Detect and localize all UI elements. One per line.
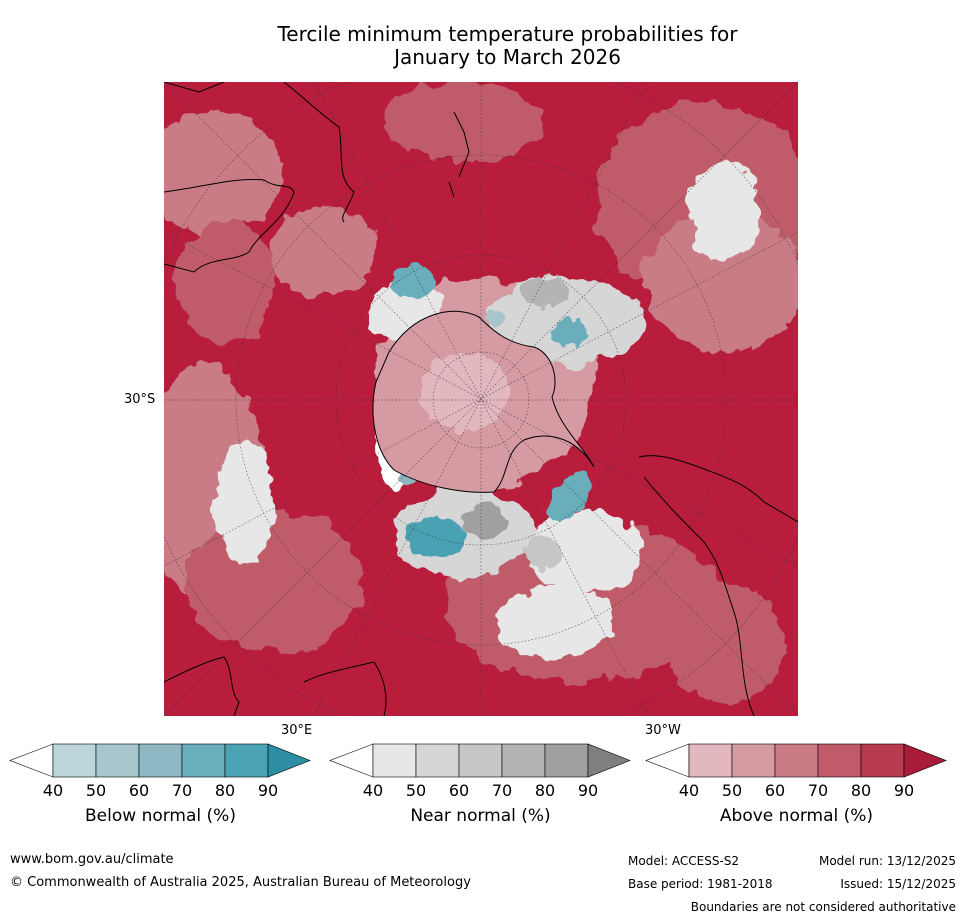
colorbar-low-extension: [645, 743, 690, 778]
colorbar-above-normal: 40 50 60 70 80 90 Above normal (%): [644, 742, 949, 852]
base-period: Base period: 1981-2018: [628, 877, 773, 891]
colorbar-tick: 70: [807, 781, 829, 800]
colorbar-tick: 90: [257, 781, 279, 800]
boundaries-disclaimer: Boundaries are not considered authoritat…: [690, 900, 956, 914]
colorbar-near-normal-graphic: [329, 743, 631, 778]
graticule: [164, 82, 798, 716]
colorbar-block: [731, 743, 776, 778]
colorbar-low-extension: [329, 743, 374, 778]
colorbar-tick: 40: [362, 781, 384, 800]
colorbar-tick: 80: [850, 781, 872, 800]
longitude-label-30e: 30°E: [281, 723, 313, 738]
copyright-notice: © Commonwealth of Australia 2025, Austra…: [10, 875, 471, 890]
colorbar-high-extension: [267, 743, 311, 778]
colorbar-near-normal: 40 50 60 70 80 90 Near normal (%): [328, 742, 633, 852]
colorbar-tick: 70: [171, 781, 193, 800]
colorbar-high-extension: [903, 743, 947, 778]
colorbar-tick: 50: [721, 781, 743, 800]
colorbar-block: [372, 743, 417, 778]
colorbar-below-normal: 40 50 60 70 80 90 Below normal (%): [8, 742, 313, 852]
colorbar-tick: 90: [577, 781, 599, 800]
colorbar-tick: 40: [678, 781, 700, 800]
coastlines: [164, 82, 798, 716]
colorbar-tick: 80: [534, 781, 556, 800]
near-normal-strong-regions: [462, 277, 569, 570]
colorbar-tick: 40: [42, 781, 64, 800]
colorbar-block: [817, 743, 862, 778]
map-graphic: [164, 82, 798, 716]
colorbar-below-normal-graphic: [9, 743, 311, 778]
colorbar-low-extension: [9, 743, 54, 778]
colorbar-block: [544, 743, 589, 778]
longitude-label-30w: 30°W: [645, 723, 681, 738]
colorbar-block: [95, 743, 140, 778]
colorbar-tick: 70: [491, 781, 513, 800]
probability-map: [164, 82, 798, 716]
colorbar-tick: 60: [764, 781, 786, 800]
colorbar-block: [224, 743, 269, 778]
colorbar-label-below-normal: Below normal (%): [85, 806, 236, 826]
colorbar-tick: 60: [448, 781, 470, 800]
colorbar-high-extension: [587, 743, 631, 778]
colorbar-block: [774, 743, 819, 778]
colorbar-tick: 50: [85, 781, 107, 800]
latitude-label-30s: 30°S: [124, 392, 156, 407]
colorbar-block: [860, 743, 905, 778]
colorbar-block: [688, 743, 733, 778]
below-normal-regions: [392, 264, 591, 557]
colorbar-above-normal-graphic: [645, 743, 947, 778]
website-url: www.bom.gov.au/climate: [10, 852, 174, 867]
colorbar-block: [458, 743, 503, 778]
model-run-date: Model run: 13/12/2025: [818, 854, 956, 868]
colorbar-block: [138, 743, 183, 778]
colorbar-tick: 50: [405, 781, 427, 800]
colorbar-tick: 80: [214, 781, 236, 800]
colorbar-tick: 60: [128, 781, 150, 800]
colorbar-label-above-normal: Above normal (%): [719, 806, 874, 826]
colorbar-block: [181, 743, 226, 778]
map-title-line-1: Tercile minimum temperature probabilitie…: [277, 22, 738, 46]
map-title-line-2: January to March 2026: [394, 45, 621, 69]
model-name: Model: ACCESS-S2: [628, 854, 740, 868]
colorbar-block: [415, 743, 460, 778]
colorbar-tick: 90: [893, 781, 915, 800]
colorbar-block: [52, 743, 97, 778]
issued-date: Issued: 15/12/2025: [840, 877, 956, 891]
colorbar-block: [501, 743, 546, 778]
colorbar-label-near-normal: Near normal (%): [410, 806, 551, 826]
